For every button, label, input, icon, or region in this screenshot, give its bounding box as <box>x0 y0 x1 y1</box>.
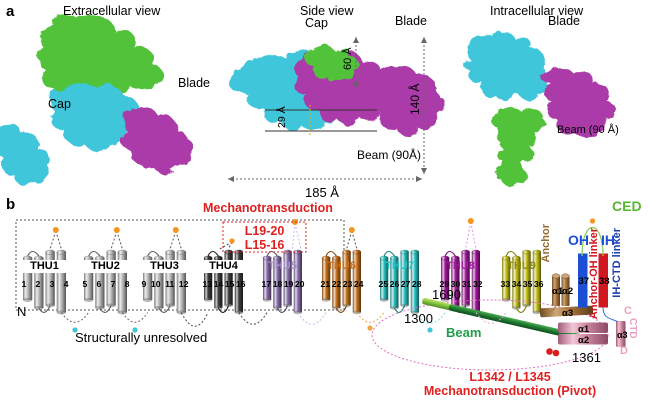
svg-text:1690: 1690 <box>432 287 461 302</box>
svg-text:38: 38 <box>599 276 610 287</box>
svg-text:1361: 1361 <box>572 350 601 365</box>
svg-text:1300: 1300 <box>404 311 433 326</box>
svg-text:Beam: Beam <box>446 325 481 340</box>
